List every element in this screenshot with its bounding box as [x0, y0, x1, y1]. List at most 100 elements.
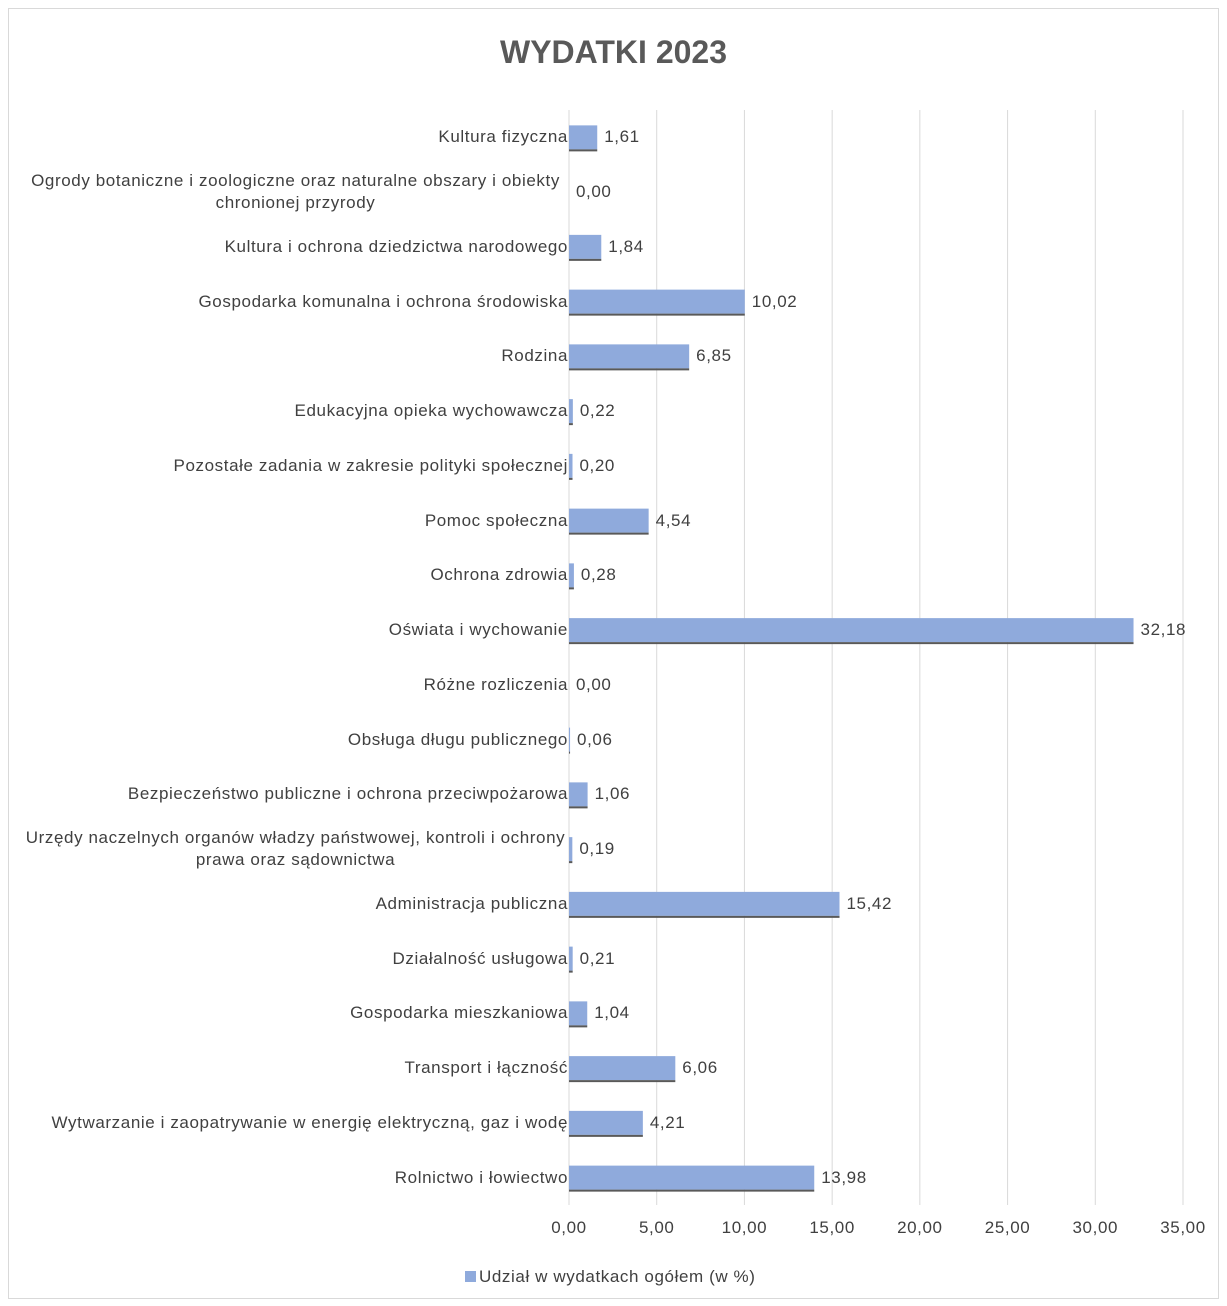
data-label: 10,02 — [751, 291, 798, 311]
x-tick-label: 20,00 — [897, 1218, 943, 1237]
bar-shadow — [569, 149, 598, 152]
y-tick-label: Edukacyjna opieka wychowawcza — [294, 401, 568, 421]
bar — [569, 289, 745, 316]
data-label: 4,54 — [655, 510, 692, 530]
x-tick-label: 30,00 — [1072, 1218, 1119, 1237]
y-tick-label: Transport i łączność — [404, 1058, 568, 1078]
bar-fill — [569, 289, 745, 314]
bar — [569, 399, 573, 426]
bar-shadow — [569, 1134, 643, 1137]
bar — [569, 125, 598, 152]
bar-fill — [569, 399, 573, 424]
data-label: 6,06 — [682, 1058, 718, 1078]
y-tick-label: Wytwarzanie i zaopatrywanie w energię el… — [51, 1112, 568, 1132]
data-label: 1,61 — [604, 127, 640, 147]
y-tick-label: Obsługa długu publicznego — [347, 729, 568, 749]
bar-fill — [569, 234, 602, 259]
bar-shadow — [569, 1080, 676, 1083]
y-tick-label: Rolnictwo i łowiectwo — [394, 1167, 568, 1187]
bar-fill — [569, 727, 571, 752]
bar — [569, 782, 588, 809]
legend-swatch — [465, 1271, 476, 1282]
data-label: 0,22 — [579, 401, 616, 421]
data-label: 13,98 — [821, 1167, 867, 1187]
y-tick-label: Pozostałe zadania w zakresie polityki sp… — [173, 455, 568, 475]
bar — [569, 1001, 588, 1028]
bar-shadow — [569, 258, 602, 261]
y-tick-label: Gospodarka mieszkaniowa — [350, 1003, 568, 1023]
bar-shadow — [569, 368, 690, 371]
bar — [569, 1110, 643, 1137]
bar — [569, 508, 649, 535]
bar-fill — [569, 782, 588, 807]
data-label: 0,06 — [577, 729, 613, 749]
data-label: 0,20 — [579, 455, 615, 475]
y-tick-label: Urzędy naczelnych organów władzy państwo… — [25, 828, 566, 870]
bar-fill — [569, 618, 1134, 643]
y-tick-label: Kultura fizyczna — [438, 127, 568, 147]
bar-fill — [569, 508, 649, 533]
bar-fill — [569, 1056, 676, 1081]
data-label: 0,00 — [576, 182, 612, 202]
bar-fill — [569, 1165, 815, 1190]
chart-title: WYDATKI 2023 — [499, 34, 727, 70]
y-tick-label: Administracja publiczna — [375, 893, 568, 913]
data-label: 0,00 — [576, 674, 612, 694]
bar-fill — [569, 344, 690, 369]
x-tick-label: 35,00 — [1160, 1218, 1206, 1237]
y-tick-label: Rodzina — [501, 346, 568, 366]
bar — [569, 727, 571, 754]
bar — [569, 344, 690, 371]
bar-shadow — [569, 751, 571, 754]
data-label: 32,18 — [1140, 620, 1187, 640]
bar-shadow — [569, 970, 573, 973]
bar-shadow — [569, 477, 573, 480]
bar — [569, 946, 573, 973]
y-tick-label: Bezpieczeństwo publiczne i ochrona przec… — [127, 784, 568, 804]
bar — [569, 618, 1134, 645]
legend-label: Udział w wydatkach ogółem (w %) — [479, 1267, 756, 1286]
bar-fill — [569, 453, 573, 478]
data-label: 1,06 — [594, 784, 631, 804]
data-label: 15,42 — [846, 893, 893, 913]
y-tick-label: Działalność usługowa — [392, 948, 568, 968]
data-label: 0,21 — [579, 948, 616, 968]
bar — [569, 837, 573, 864]
x-tick-label: 5,00 — [638, 1218, 675, 1237]
x-tick-label: 25,00 — [984, 1218, 1031, 1237]
x-tick-label: 10,00 — [721, 1218, 768, 1237]
bar-fill — [569, 891, 840, 916]
bar — [569, 891, 840, 918]
bar-fill — [569, 1001, 588, 1026]
bar — [569, 1056, 676, 1083]
bar — [569, 563, 574, 590]
y-tick-label: Różne rozliczenia — [423, 674, 568, 694]
bar-shadow — [569, 532, 649, 535]
y-tick-label: Pomoc społeczna — [424, 510, 568, 530]
data-label: 1,84 — [608, 236, 644, 256]
bar-shadow — [569, 1189, 815, 1192]
bar-fill — [569, 1110, 643, 1135]
x-tick-label: 15,00 — [809, 1218, 855, 1237]
bar-shadow — [569, 1025, 588, 1028]
y-tick-label: Ochrona zdrowia — [430, 565, 568, 585]
bar-shadow — [569, 423, 573, 426]
bar-fill — [569, 563, 574, 588]
bar-fill — [569, 837, 573, 862]
y-tick-label: Gospodarka komunalna i ochrona środowisk… — [198, 291, 568, 311]
y-tick-label: Oświata i wychowanie — [388, 620, 568, 640]
bar-shadow — [569, 587, 574, 590]
y-tick-label: Ogrody botaniczne i zoologiczne oraz nat… — [31, 171, 560, 213]
bar — [569, 453, 573, 480]
bar-fill — [569, 946, 573, 971]
bar-shadow — [569, 915, 840, 918]
bar-shadow — [569, 806, 588, 809]
bar-shadow — [569, 313, 745, 316]
data-label: 0,28 — [580, 565, 617, 585]
data-label: 0,19 — [579, 839, 615, 859]
bar — [569, 1165, 815, 1192]
x-tick-label: 0,00 — [551, 1218, 587, 1237]
bar — [569, 234, 602, 261]
